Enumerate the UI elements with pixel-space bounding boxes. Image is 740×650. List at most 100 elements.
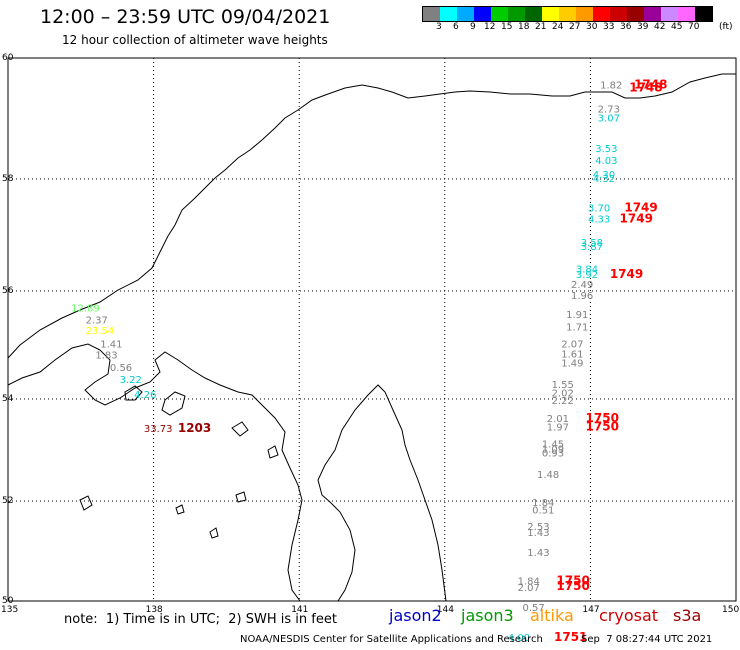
wave-height-label: 4.32 [593, 174, 615, 185]
scale-label: 3 [436, 22, 442, 32]
lon-label: 144 [437, 605, 454, 615]
scale-swatch [576, 7, 593, 21]
scale-swatch [644, 7, 661, 21]
wave-height-label: 4.03 [595, 156, 617, 167]
wave-height-label: 2.49 [571, 280, 593, 291]
wave-height-label: 1.61 [561, 349, 583, 360]
scale-swatch [508, 7, 525, 21]
coast-mainland [7, 73, 736, 359]
lat-label: 50 [2, 596, 14, 606]
satellite-cryosat: cryosat [599, 606, 659, 625]
wave-height-label: 3.84 [576, 265, 598, 276]
wave-height-label: 4.33 [588, 215, 610, 226]
island-1 [161, 391, 186, 416]
lat-label: 58 [2, 174, 14, 184]
footer-note: note: 1) Time is in UTC; 2) SWH is in fe… [64, 612, 337, 627]
lat-label: 56 [2, 286, 14, 296]
lon-label: 141 [291, 605, 308, 615]
scale-swatch [593, 7, 610, 21]
wave-height-label: 1.49 [561, 359, 583, 370]
scale-label: 9 [470, 22, 476, 32]
island-2 [124, 385, 143, 401]
coastline [7, 73, 736, 602]
lon-label: 150 [722, 605, 739, 615]
wave-height-label: 1.48 [537, 470, 559, 481]
pass-time-label: 1750 [586, 411, 619, 425]
wave-height-label: 2.53 [527, 522, 549, 533]
lon-label: 135 [1, 605, 18, 615]
satellite-altika: altika [530, 606, 574, 625]
pass-time-label: 1750 [556, 579, 589, 593]
scale-label: 12 [484, 22, 496, 32]
map-subtitle: 12 hour collection of altimeter wave hei… [62, 33, 328, 47]
wave-height-label: 1.55 [552, 380, 574, 391]
scale-label: 45 [671, 22, 683, 32]
pass-time-label: 1750 [556, 574, 589, 588]
wave-height-label: 2.73 [598, 104, 620, 115]
scale-label: 15 [501, 22, 513, 32]
map-title: 12:00 – 23:59 UTC 09/04/2021 [40, 6, 331, 28]
pass-time-label: 1751 [554, 630, 587, 644]
wave-height-label: 4.00 [508, 633, 530, 644]
scale-label: 24 [552, 22, 564, 32]
scale-swatch [678, 7, 695, 21]
wave-height-label: 1.97 [547, 423, 569, 434]
wave-height-label: 3.53 [595, 144, 617, 155]
wave-height-label: 3.07 [598, 114, 620, 125]
wave-height-label: 3.22 [120, 375, 142, 386]
scale-swatch [457, 7, 474, 21]
scale-swatch [695, 7, 712, 21]
wave-height-label: 1.41 [100, 340, 122, 351]
wave-height-label: 23.54 [86, 326, 115, 337]
scale-swatch [491, 7, 508, 21]
scale-label: 21 [535, 22, 547, 32]
island-5 [235, 491, 247, 503]
wave-height-label: 1.83 [95, 351, 117, 362]
color-scale-labels: 3 6 9 12 15 18 21 24 27 30 33 36 39 42 45 70 [422, 22, 740, 36]
pass-time-label: 1203 [178, 421, 211, 435]
wave-height-label: 0.56 [110, 363, 132, 374]
scale-swatch [474, 7, 491, 21]
wave-height-label: 2.07 [561, 340, 583, 351]
color-scale [422, 6, 713, 22]
wave-height-label: 1.45 [542, 439, 564, 450]
graticule [8, 58, 736, 601]
wave-height-label: 1.09 [542, 445, 564, 456]
pass-time-label: 1748 [629, 80, 662, 94]
wave-height-label: 2.22 [552, 396, 574, 407]
island-8 [267, 445, 279, 459]
scale-swatch [627, 7, 644, 21]
lat-label: 60 [2, 53, 14, 63]
wave-height-label: 2.01 [547, 414, 569, 425]
island-4 [79, 495, 93, 511]
scale-swatch [542, 7, 559, 21]
map-frame [7, 57, 737, 602]
wave-height-label: 1.96 [571, 291, 593, 302]
wave-height-label: 1.84 [532, 498, 554, 509]
wave-height-label: 4.26 [134, 390, 156, 401]
scale-swatch [661, 7, 678, 21]
wave-height-label: 1.82 [600, 80, 622, 91]
wave-height-label: 1.91 [566, 310, 588, 321]
scale-label: 33 [603, 22, 615, 32]
pass-time-label: 1750 [586, 420, 619, 434]
lon-label: 147 [582, 605, 599, 615]
scale-label: 70 [688, 22, 700, 32]
wave-height-label: 1.71 [566, 322, 588, 333]
pass-time-label: 1749 [610, 267, 643, 281]
island-3 [231, 421, 249, 437]
lat-label: 52 [2, 496, 13, 506]
scale-label: 42 [654, 22, 666, 32]
scale-swatch [610, 7, 627, 21]
wave-height-label: 3.92 [576, 270, 598, 281]
lon-label: 138 [146, 605, 163, 615]
scale-swatch [559, 7, 576, 21]
island-6 [175, 504, 185, 515]
scale-label: 6 [453, 22, 459, 32]
wave-height-label: 2.02 [552, 388, 574, 399]
pass-time-label: 1749 [624, 200, 657, 214]
scale-swatch [525, 7, 542, 21]
scale-label: 18 [518, 22, 530, 32]
